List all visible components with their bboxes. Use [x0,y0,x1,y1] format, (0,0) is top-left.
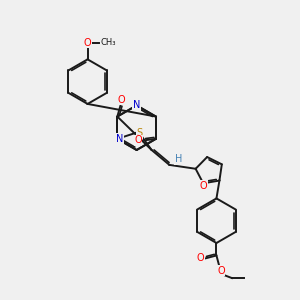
Text: O: O [200,181,207,191]
Text: N: N [133,100,140,110]
Text: H: H [175,154,182,164]
Text: O: O [217,266,225,276]
Text: S: S [136,128,143,139]
Text: O: O [197,254,205,263]
Text: CH₃: CH₃ [100,38,116,47]
Text: N: N [116,134,123,144]
Text: O: O [117,94,125,105]
Text: O: O [84,38,92,48]
Text: O: O [134,135,142,145]
